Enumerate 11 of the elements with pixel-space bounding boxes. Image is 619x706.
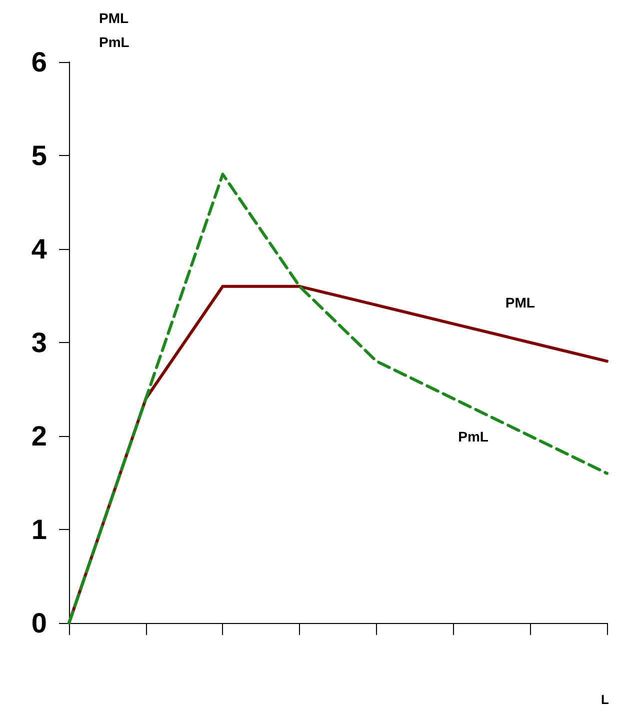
series-label: PmL <box>458 428 489 445</box>
y-tick-label: 6 <box>31 46 47 78</box>
y-tick-label: 5 <box>31 140 47 171</box>
y-tick-label: 1 <box>31 514 47 545</box>
y-axis-title: PML PmL <box>99 10 130 50</box>
x-axis-title: L <box>601 692 609 706</box>
y-tick-label: 0 <box>31 608 47 638</box>
y-tick-label: 4 <box>31 234 48 264</box>
y-tick-label: 2 <box>31 420 47 452</box>
series-label: PML <box>505 294 536 310</box>
y-tick-label: 3 <box>31 327 47 358</box>
